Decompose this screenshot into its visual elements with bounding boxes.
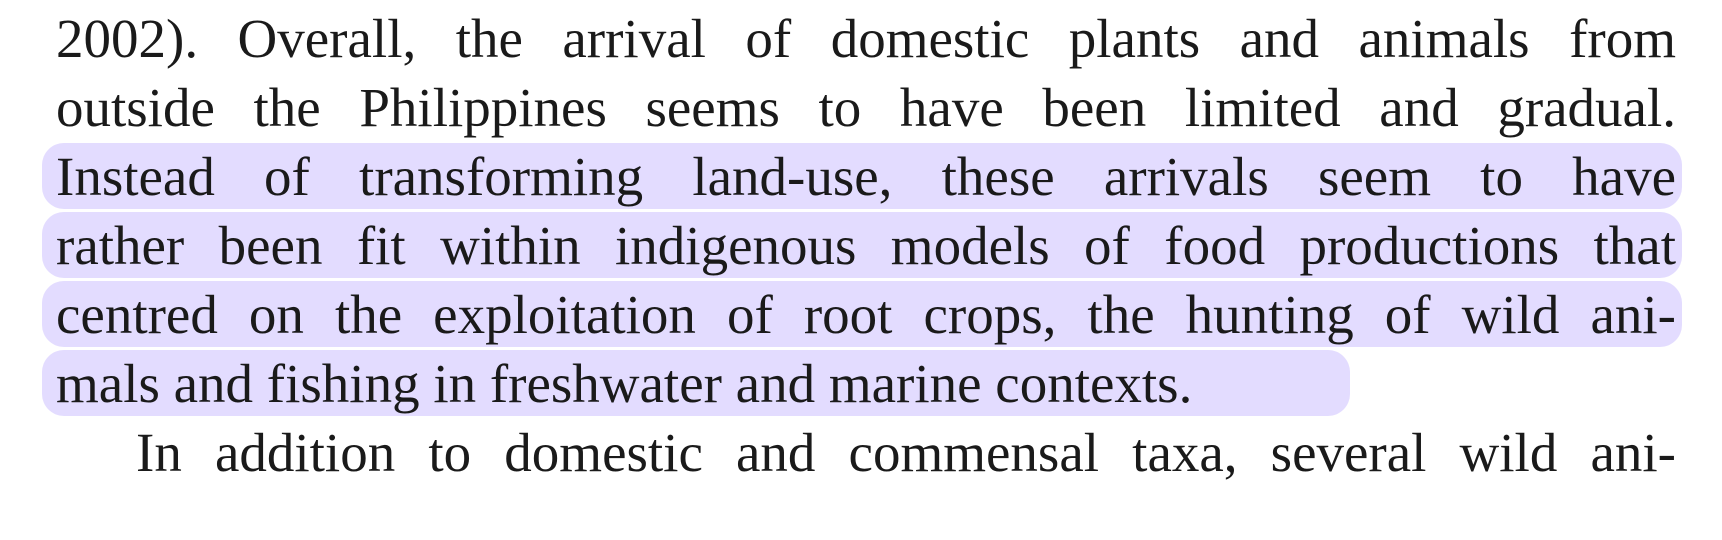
text-line-4: rather been fit within indigenous models… — [56, 215, 1676, 276]
highlight-line-1 — [42, 143, 1682, 209]
text-line-1: 2002). Overall, the arrival of domestic … — [56, 8, 1676, 69]
highlight-line-3 — [42, 281, 1682, 347]
text-line-3: Instead of transforming land-use, these … — [56, 146, 1676, 207]
text-line-6: mals and fishing in freshwater and marin… — [56, 353, 1193, 414]
text-line-7: In addition to domestic and commensal ta… — [136, 422, 1676, 483]
highlight-line-2 — [42, 212, 1682, 278]
text-line-2: outside the Philippines seems to have be… — [56, 77, 1676, 138]
highlight-line-4 — [42, 350, 1350, 416]
text-line-5: centred on the exploitation of root crop… — [56, 284, 1676, 345]
